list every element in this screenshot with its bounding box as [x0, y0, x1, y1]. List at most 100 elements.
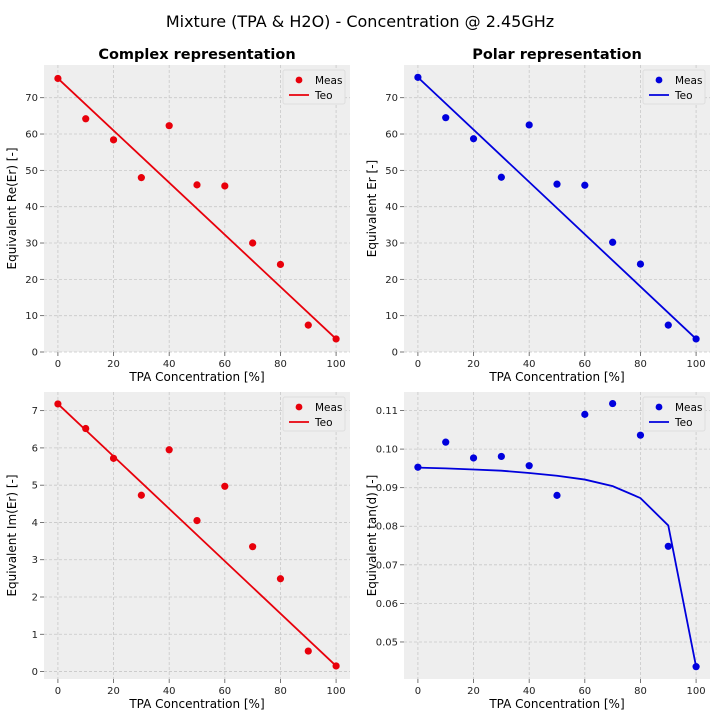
x-tick-label: 100 [327, 359, 346, 370]
y-tick-label: 1 [32, 630, 38, 641]
legend-label: Meas [675, 402, 702, 414]
measurement-point [165, 122, 173, 130]
y-tick-label: 60 [385, 130, 398, 141]
measurement-point [304, 321, 312, 329]
legend-point-marker [295, 403, 303, 411]
y-tick-label: 20 [385, 275, 398, 286]
subplot-title: Polar representation [472, 47, 642, 63]
measurement-point [276, 260, 285, 269]
x-tick-label: 100 [687, 686, 706, 697]
measurement-point [609, 238, 617, 246]
x-tick-label: 40 [163, 686, 176, 697]
x-tick-label: 40 [163, 359, 176, 370]
x-tick-label: 0 [55, 686, 61, 697]
measurement-point [165, 446, 173, 454]
y-tick-label: 0.05 [376, 637, 398, 648]
measurement-point [414, 463, 422, 471]
x-axis-label: TPA Concentration [%] [128, 370, 264, 384]
legend-point-marker [655, 403, 663, 411]
measurement-point [82, 424, 90, 433]
y-tick-label: 6 [32, 443, 38, 454]
measurement-point [553, 491, 561, 499]
x-tick-label: 40 [523, 686, 536, 697]
measurement-point [304, 647, 312, 655]
measurement-point [553, 180, 561, 188]
y-tick-label: 70 [25, 93, 38, 104]
y-tick-label: 0.09 [376, 483, 398, 494]
legend-label: Teo [314, 417, 333, 429]
x-tick-label: 100 [327, 686, 346, 697]
x-tick-label: 80 [274, 359, 287, 370]
x-tick-label: 80 [634, 359, 647, 370]
measurement-point [249, 543, 257, 551]
y-tick-label: 3 [32, 555, 38, 566]
subplot-title: Complex representation [98, 47, 295, 63]
figure-title: Mixture (TPA & H2O) - Concentration @ 2.… [166, 12, 554, 31]
y-tick-label: 0.06 [376, 599, 398, 610]
y-tick-label: 0 [392, 348, 398, 359]
legend-label: Teo [674, 90, 693, 102]
y-tick-label: 0 [32, 667, 38, 678]
y-tick-label: 50 [385, 166, 398, 177]
measurement-point [581, 410, 589, 418]
measurement-point [109, 136, 118, 144]
legend-label: Teo [674, 417, 693, 429]
theory-line [57, 403, 337, 667]
y-axis-label: Equivalent Im(Er) [-] [5, 474, 19, 596]
y-tick-label: 70 [385, 93, 398, 104]
x-tick-label: 20 [107, 686, 120, 697]
x-tick-label: 60 [218, 686, 231, 697]
legend-label: Meas [315, 75, 342, 87]
measurement-point [497, 173, 505, 181]
x-tick-label: 0 [415, 686, 421, 697]
measurement-point [692, 663, 700, 671]
measurement-point [221, 482, 229, 490]
legend: Meas Teo [642, 69, 706, 105]
x-tick-label: 60 [578, 686, 591, 697]
measurement-point [469, 135, 478, 143]
measurement-point [109, 454, 118, 462]
subplot-4: 0 20 40 60 80 100 0.05 0.06 0.07 0.08 0.09 0.10 0.11… [365, 392, 710, 711]
x-tick-label: 80 [634, 686, 647, 697]
theory-line [57, 77, 337, 340]
legend-point-marker [655, 76, 663, 84]
y-axis-label: Equivalent Er [-] [365, 160, 379, 257]
y-tick-label: 50 [25, 166, 38, 177]
subplot-3: 0 20 40 60 80 100 0 1 2 3 4 5 6 7 TPA Concentration [%… [5, 392, 350, 711]
measurement-point [442, 114, 450, 122]
x-tick-label: 0 [415, 359, 421, 370]
x-tick-label: 100 [687, 359, 706, 370]
y-axis-label: Equivalent tan(d) [-] [365, 475, 379, 597]
x-tick-label: 60 [578, 359, 591, 370]
measurement-point [497, 452, 505, 461]
y-tick-label: 60 [25, 130, 38, 141]
measurement-point [525, 121, 533, 129]
x-tick-label: 60 [218, 359, 231, 370]
y-tick-label: 4 [32, 518, 38, 529]
plot-area [404, 392, 710, 679]
y-tick-label: 0.11 [376, 406, 398, 417]
y-tick-label: 30 [385, 239, 398, 250]
x-tick-label: 40 [523, 359, 536, 370]
measurement-point [525, 462, 533, 470]
legend-label: Teo [314, 90, 333, 102]
legend-point-marker [295, 76, 303, 84]
measurement-point [664, 321, 672, 329]
measurement-point [636, 260, 645, 268]
measurement-point [82, 115, 90, 123]
y-tick-label: 0.08 [376, 522, 398, 533]
measurement-point [193, 516, 201, 525]
measurement-point [442, 438, 450, 446]
y-axis-label: Equivalent Re(Er) [-] [5, 147, 19, 269]
legend: Meas Teo [642, 396, 706, 432]
measurement-point [609, 399, 617, 408]
legend-label: Meas [675, 75, 702, 87]
measurement-point [221, 182, 229, 190]
x-tick-label: 80 [274, 686, 287, 697]
y-tick-label: 40 [25, 202, 38, 213]
x-tick-label: 20 [467, 686, 480, 697]
y-tick-label: 10 [385, 311, 398, 322]
theory-line [417, 76, 697, 340]
legend: Meas Teo [282, 69, 346, 105]
